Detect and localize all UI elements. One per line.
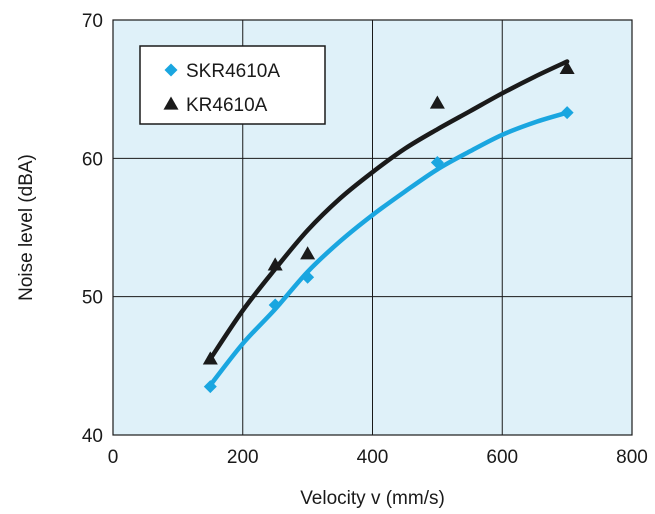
x-tick-label: 400 xyxy=(357,447,389,468)
data-point-SKR4610A xyxy=(430,155,444,169)
fit-curve-SKR4610A xyxy=(208,110,570,388)
data-point-KR4610A xyxy=(300,246,316,260)
data-point-SKR4610A xyxy=(203,380,217,394)
data-point-SKR4610A xyxy=(301,270,315,284)
legend-marker-SKR4610A xyxy=(164,63,178,77)
legend-label: KR4610A xyxy=(186,95,268,116)
y-tick-label: 50 xyxy=(82,288,103,309)
x-tick-label: 800 xyxy=(616,447,648,468)
tick-labels: 0 200 400 600 800 40 50 60 70 xyxy=(82,11,648,468)
legend-label: SKR4610A xyxy=(186,61,280,82)
y-tick-label: 60 xyxy=(82,149,103,170)
x-tick-label: 0 xyxy=(108,447,119,468)
series-SKR4610A xyxy=(203,106,574,394)
series-layer xyxy=(202,59,575,394)
x-tick-label: 200 xyxy=(227,447,259,468)
legend-box xyxy=(139,45,326,125)
data-point-SKR4610A xyxy=(268,298,282,312)
data-point-KR4610A xyxy=(267,257,283,271)
data-point-SKR4610A xyxy=(560,106,574,120)
y-axis-label: Noise level (dBA) xyxy=(16,154,37,301)
data-point-KR4610A xyxy=(429,95,445,109)
legend-marker-KR4610A xyxy=(163,96,179,110)
y-tick-label: 40 xyxy=(82,426,103,447)
x-tick-label: 600 xyxy=(486,447,518,468)
y-tick-label: 70 xyxy=(82,11,103,32)
plot-frame xyxy=(112,19,633,436)
fit-curve-KR4610A xyxy=(208,59,570,362)
series-KR4610A xyxy=(202,59,575,365)
legend: SKR4610A KR4610A xyxy=(139,45,326,125)
x-axis-label: Velocity v (mm/s) xyxy=(300,488,445,509)
data-point-KR4610A xyxy=(559,60,575,75)
data-point-KR4610A xyxy=(202,351,218,365)
